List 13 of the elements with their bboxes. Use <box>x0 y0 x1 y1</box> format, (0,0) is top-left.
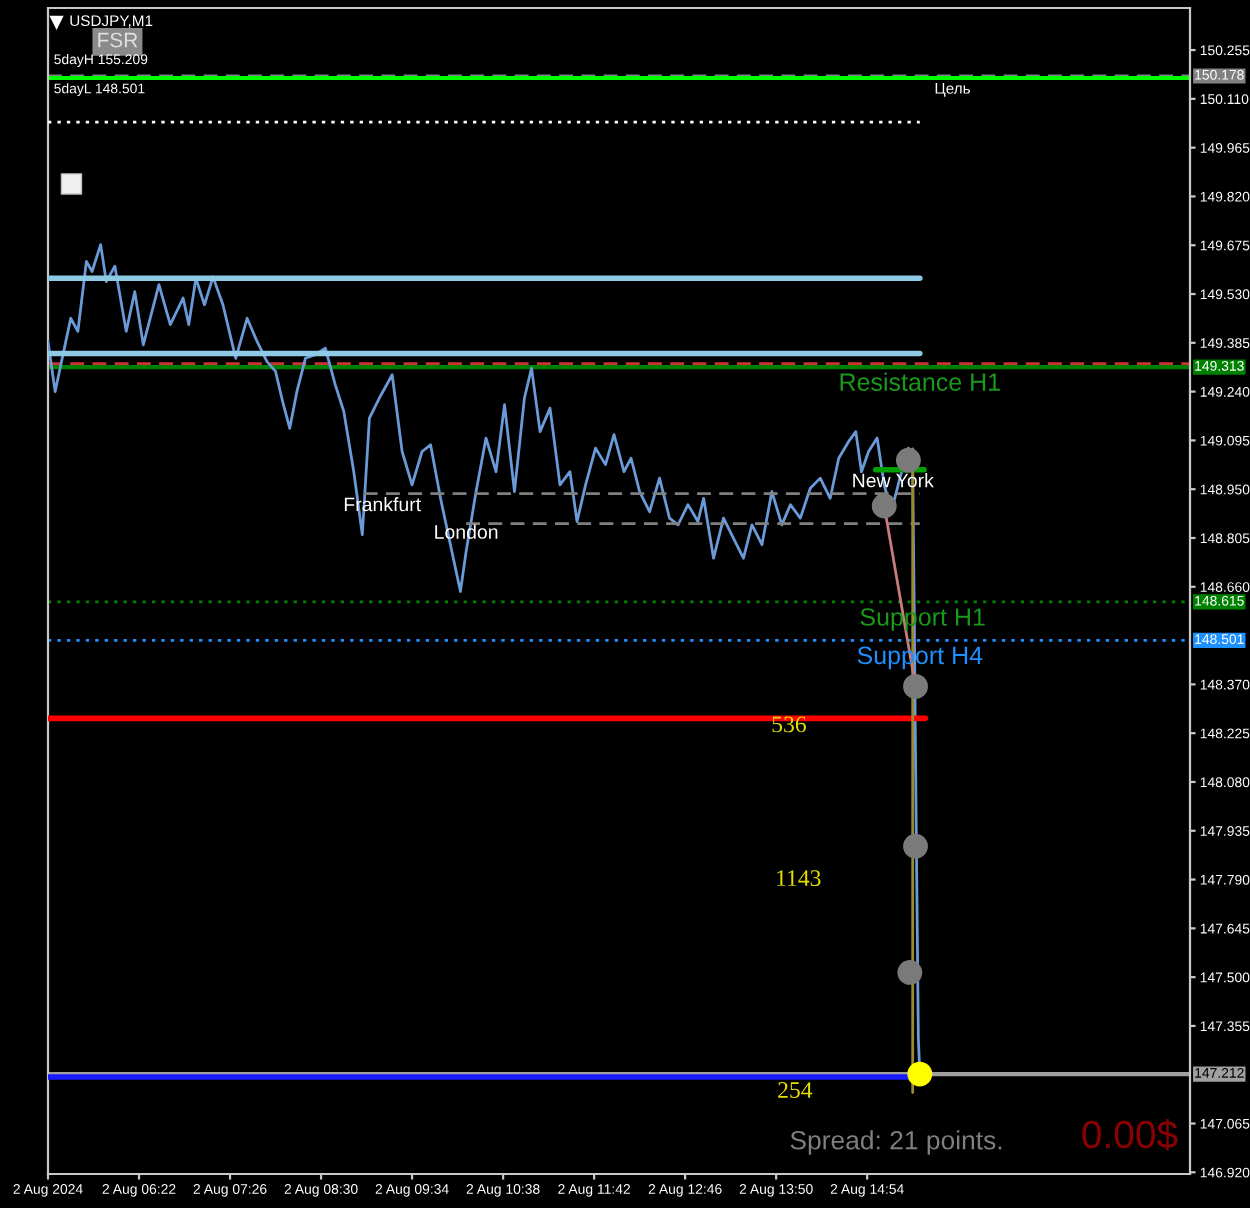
point <box>903 833 928 859</box>
point <box>903 673 928 699</box>
annotation: 536 <box>772 716 806 733</box>
point <box>897 960 923 985</box>
point <box>895 447 921 473</box>
annotation: 254 <box>778 1082 813 1098</box>
annotation: FSR <box>98 32 138 48</box>
point <box>907 1061 933 1087</box>
point <box>871 493 897 519</box>
annotation: 1143 <box>777 870 821 887</box>
annotation: Resistance H1 <box>840 372 1000 391</box>
annotation: Spread: 21 points. <box>790 1130 1002 1155</box>
annotation: 0.00$ <box>1082 1119 1178 1151</box>
